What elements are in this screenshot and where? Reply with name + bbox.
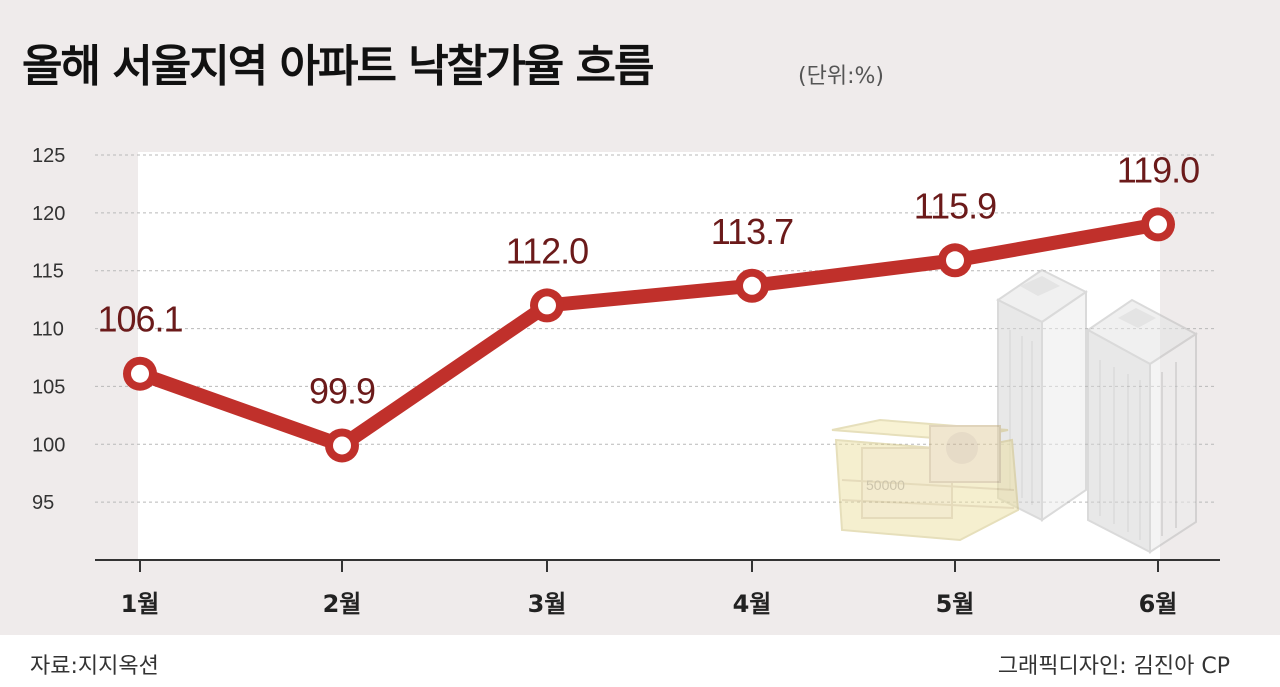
y-tick-label: 95	[32, 492, 54, 514]
x-tick-label: 1월	[121, 590, 160, 618]
x-axis: 1월 2월 3월 4월 5월 6월	[121, 560, 1178, 618]
x-tick-label: 5월	[936, 590, 975, 618]
x-tick-label: 2월	[323, 590, 362, 618]
data-point-center	[1149, 215, 1167, 234]
page-title: 올해 서울지역 아파트 낙찰가율 흐름	[22, 41, 654, 92]
svg-text:50000: 50000	[866, 477, 905, 493]
y-tick-label: 100	[32, 434, 65, 456]
data-point-center	[743, 276, 761, 295]
value-label: 112.0	[506, 230, 588, 271]
source-note: 자료:지지옥션	[30, 654, 159, 679]
value-label: 106.1	[97, 299, 182, 340]
data-point-center	[946, 251, 964, 270]
value-label: 115.9	[914, 185, 996, 226]
value-label: 119.0	[1117, 149, 1199, 190]
value-labels-layer: 106.1 99.9 112.0 113.7 115.9 119.0	[97, 149, 1200, 411]
series-layer	[133, 217, 1165, 453]
y-tick-label: 105	[32, 376, 65, 398]
value-label: 99.9	[309, 370, 375, 411]
unit-label: (단위:%)	[798, 64, 884, 89]
line-chart: 95 100 105 110 115 120 125 50000	[32, 145, 1220, 618]
graphic-credit: 그래픽디자인: 김진아 CP	[997, 654, 1230, 679]
x-tick-label: 3월	[528, 590, 567, 618]
data-point-center	[131, 364, 149, 383]
y-tick-label: 120	[32, 203, 65, 225]
y-tick-label: 110	[32, 319, 64, 341]
value-label: 113.7	[711, 211, 793, 252]
y-axis: 95 100 105 110 115 120 125	[32, 145, 65, 514]
x-tick-label: 6월	[1139, 590, 1178, 618]
points-layer	[123, 207, 1175, 463]
series-line	[133, 217, 1165, 453]
y-tick-label: 115	[32, 261, 64, 283]
cash-stack-icon: 50000	[831, 418, 1020, 542]
data-point-center	[333, 436, 351, 455]
y-tick-label: 125	[32, 145, 65, 167]
x-tick-label: 4월	[733, 590, 772, 618]
grid-layer	[95, 154, 1215, 503]
data-point-center	[538, 296, 556, 315]
office-buildings-icon	[996, 268, 1198, 554]
